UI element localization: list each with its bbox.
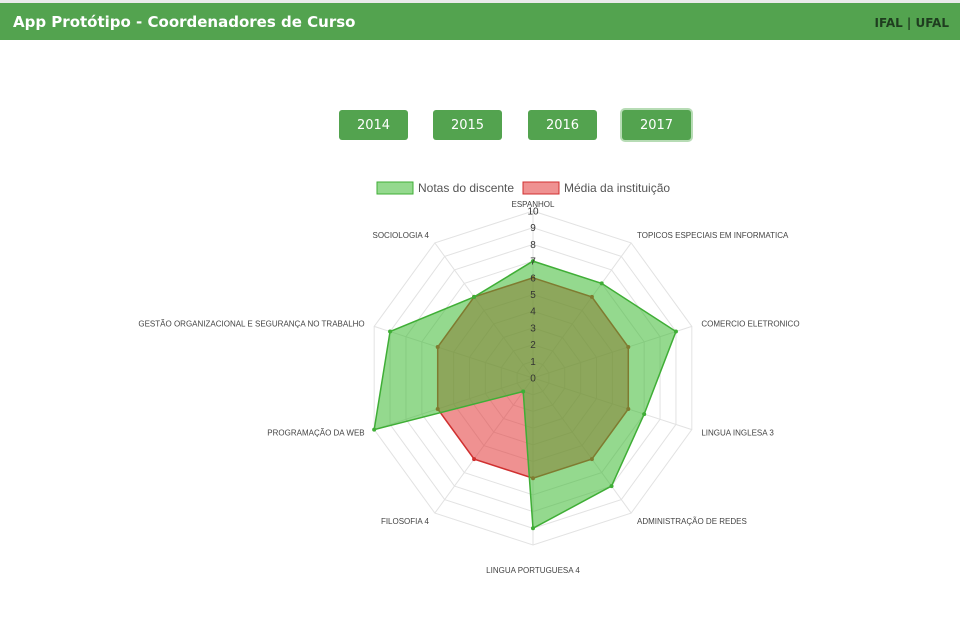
tick-label: 8 bbox=[530, 240, 536, 251]
data-point-student bbox=[609, 484, 614, 489]
data-point-institution bbox=[472, 457, 477, 462]
category-label: PROGRAMAÇÃO DA WEB bbox=[267, 429, 364, 438]
category-label: TOPICOS ESPECIAIS EM INFORMATICA bbox=[637, 231, 789, 240]
category-label: GESTÃO ORGANIZACIONAL E SEGURANÇA NO TRA… bbox=[138, 319, 364, 328]
data-point-student bbox=[472, 294, 477, 299]
tick-label: 6 bbox=[530, 273, 536, 284]
tick-label: 2 bbox=[530, 340, 536, 351]
tick-label: 7 bbox=[530, 257, 536, 268]
data-point-student bbox=[372, 427, 377, 432]
data-point-student bbox=[599, 281, 604, 286]
tick-label: 3 bbox=[530, 323, 536, 334]
category-label: ADMINISTRAÇÃO DE REDES bbox=[637, 517, 747, 526]
legend-swatch bbox=[522, 181, 560, 195]
category-label: ESPANHOL bbox=[512, 200, 556, 209]
category-label: LINGUA INGLESA 3 bbox=[701, 429, 774, 438]
legend-swatch bbox=[376, 181, 414, 195]
year-selector: 2014 2015 2016 2017 bbox=[0, 110, 960, 140]
category-label: FILOSOFIA 4 bbox=[381, 517, 430, 526]
year-button-2015[interactable]: 2015 bbox=[433, 110, 502, 140]
legend-label: Notas do discente bbox=[418, 181, 514, 195]
data-point-student bbox=[642, 412, 647, 417]
data-point-student bbox=[531, 259, 535, 264]
legend-label: Média da instituição bbox=[564, 181, 670, 195]
category-label: COMERCIO ELETRONICO bbox=[701, 319, 799, 328]
year-button-2017[interactable]: 2017 bbox=[622, 110, 691, 140]
tick-label: 9 bbox=[530, 223, 536, 234]
app-title: App Protótipo - Coordenadores de Curso bbox=[13, 13, 356, 31]
category-label: LINGUA PORTUGUESA 4 bbox=[486, 566, 580, 575]
tick-label: 5 bbox=[530, 290, 536, 301]
year-button-2014[interactable]: 2014 bbox=[339, 110, 408, 140]
tick-label: 4 bbox=[530, 307, 536, 318]
series-area-student bbox=[373, 260, 677, 530]
tick-label: 1 bbox=[530, 357, 536, 368]
data-point-student bbox=[531, 526, 535, 531]
data-point-student bbox=[673, 329, 678, 334]
tick-label: 0 bbox=[530, 374, 536, 385]
year-button-2016[interactable]: 2016 bbox=[528, 110, 597, 140]
category-label: SOCIOLOGIA 4 bbox=[372, 231, 429, 240]
brand-label: IFAL | UFAL bbox=[874, 16, 949, 30]
data-point-student bbox=[521, 389, 526, 394]
data-point-student bbox=[388, 329, 393, 334]
tick-label: 10 bbox=[527, 207, 539, 218]
app-header: App Protótipo - Coordenadores de Curso I… bbox=[0, 0, 960, 40]
